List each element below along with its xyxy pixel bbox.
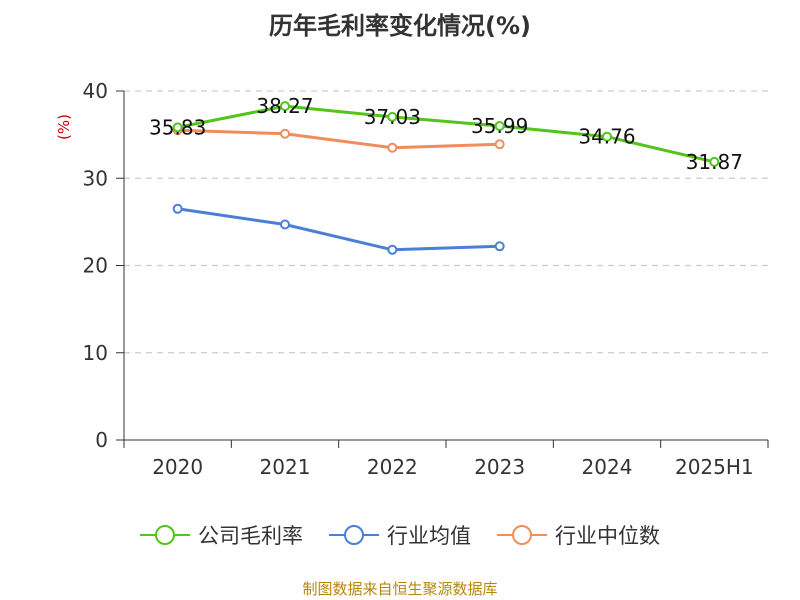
y-tick-label: 10 bbox=[83, 341, 108, 365]
data-point bbox=[387, 244, 398, 255]
data-point bbox=[494, 139, 505, 150]
legend-line-marker-icon bbox=[140, 525, 190, 545]
series-line bbox=[177, 104, 715, 164]
series-line bbox=[177, 207, 500, 252]
legend-item-industry-median[interactable]: 行业中位数 bbox=[497, 520, 660, 550]
data-label: 35.99 bbox=[471, 114, 528, 138]
x-tick-label: 2021 bbox=[260, 455, 311, 479]
y-tick-label: 20 bbox=[83, 254, 108, 278]
data-point bbox=[280, 219, 290, 230]
legend-item-industry-mean[interactable]: 行业均值 bbox=[329, 520, 471, 550]
legend-item-company-gross-margin[interactable]: 公司毛利率 bbox=[140, 520, 303, 550]
chart-legend: 公司毛利率 行业均值 行业中位数 bbox=[0, 520, 800, 550]
y-tick-label: 40 bbox=[83, 79, 108, 103]
y-axis-label: (%) bbox=[55, 114, 73, 140]
data-point bbox=[602, 131, 612, 142]
data-point bbox=[172, 203, 183, 214]
x-tick-label: 2020 bbox=[152, 455, 203, 479]
data-label: 38.27 bbox=[256, 94, 313, 118]
data-point bbox=[494, 120, 505, 131]
data-point bbox=[280, 128, 290, 139]
y-tick-label: 0 bbox=[95, 428, 108, 452]
data-label: 34.76 bbox=[578, 125, 635, 149]
data-point bbox=[387, 111, 398, 122]
data-point bbox=[172, 122, 183, 133]
data-label: 37.03 bbox=[364, 105, 421, 129]
chart-title: 历年毛利率变化情况(%) bbox=[269, 12, 531, 40]
y-tick-label: 30 bbox=[83, 166, 108, 190]
x-tick-label: 2023 bbox=[474, 455, 525, 479]
legend-line-marker-icon bbox=[497, 525, 547, 545]
data-point bbox=[494, 241, 505, 252]
series-line bbox=[177, 128, 500, 150]
data-point bbox=[280, 101, 290, 112]
data-label: 31.87 bbox=[686, 150, 743, 174]
legend-label: 行业中位数 bbox=[555, 524, 660, 548]
legend-line-marker-icon bbox=[329, 525, 379, 545]
x-tick-label: 2025H1 bbox=[675, 455, 754, 479]
legend-label: 行业均值 bbox=[387, 524, 471, 548]
legend-label: 公司毛利率 bbox=[198, 524, 303, 548]
data-label: 35.83 bbox=[149, 115, 206, 139]
x-tick-label: 2022 bbox=[367, 455, 418, 479]
x-tick-label: 2024 bbox=[582, 455, 633, 479]
data-source-note: 制图数据来自恒生聚源数据库 bbox=[302, 580, 498, 598]
data-point bbox=[387, 142, 398, 153]
data-point bbox=[709, 156, 720, 167]
